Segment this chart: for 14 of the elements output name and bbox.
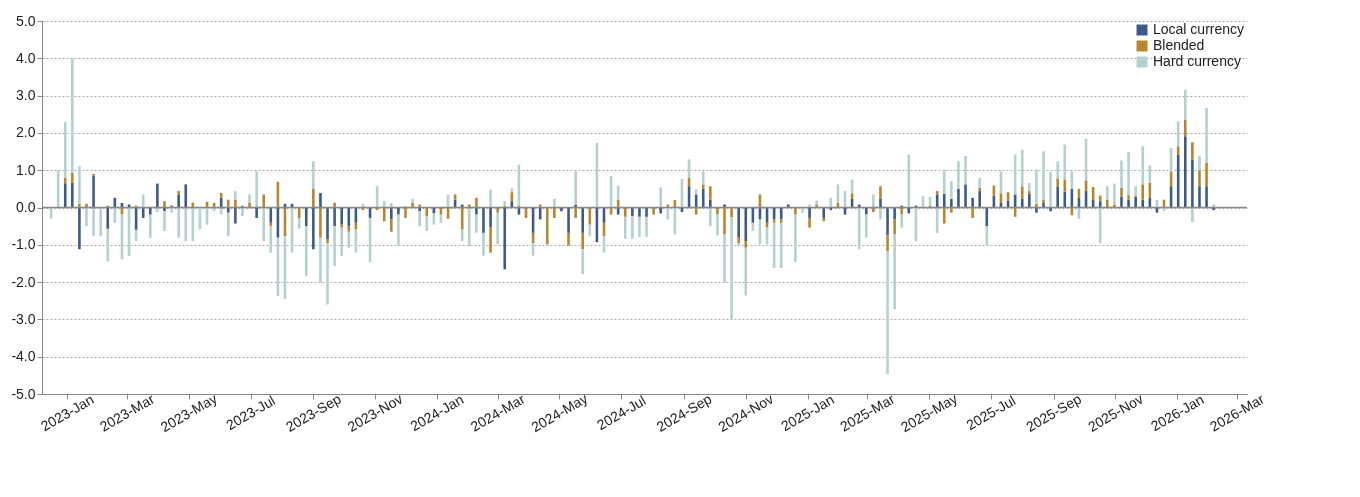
- y-tick-label: 4.0: [16, 49, 36, 66]
- y-tick-label: -5.0: [11, 385, 36, 402]
- y-tick-label: -4.0: [11, 348, 36, 365]
- legend-label: Local currency: [1153, 21, 1245, 37]
- y-tick-label: -1.0: [11, 236, 36, 253]
- legend-label: Blended: [1153, 37, 1205, 53]
- y-tick-label: 2.0: [16, 124, 36, 141]
- legend-label: Hard currency: [1153, 53, 1241, 69]
- y-tick-label: -2.0: [11, 273, 36, 290]
- y-tick-label: -3.0: [11, 310, 36, 327]
- y-tick-label: 1.0: [16, 161, 36, 178]
- y-tick-label: 0.0: [16, 199, 36, 215]
- y-tick-label: 5.0: [16, 12, 36, 29]
- y-tick-label: 3.0: [16, 87, 36, 104]
